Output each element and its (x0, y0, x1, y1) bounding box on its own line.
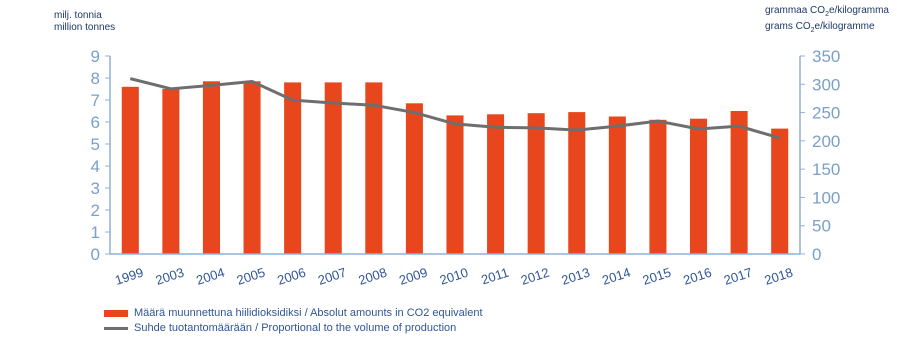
left-unit-fi: milj. tonnia (54, 10, 102, 21)
x-tick-label-2004: 2004 (194, 265, 226, 288)
x-tick-label-2003: 2003 (154, 265, 186, 288)
right-tick-label-150: 150 (812, 160, 840, 179)
bar-2015 (649, 119, 667, 254)
left-tick-label-5: 5 (91, 135, 100, 154)
left-tick-label-3: 3 (91, 179, 100, 198)
chart-axes (109, 56, 801, 255)
left-tick-label-1: 1 (91, 223, 100, 242)
legend-line-swatch (104, 327, 128, 330)
right-unit-fi-pre: grammaa CO (765, 5, 826, 16)
bar-2011 (487, 114, 505, 254)
left-tick-label-7: 7 (91, 91, 100, 110)
bar-2005 (243, 81, 261, 254)
right-unit-fi-sub: 2 (825, 11, 829, 18)
bar-2006 (284, 82, 302, 255)
legend-item-line: Suhde tuotantomäärään / Proportional to … (104, 321, 483, 336)
legend-item-bars: Määrä muunnettuna hiilidioksidiksi / Abs… (104, 306, 483, 321)
bar-2013 (568, 112, 586, 254)
x-axis-ticks: 1999 2003 2004 2005 2006 2007 2008 2009 2010 2011… (113, 265, 795, 288)
x-tick-label-1999: 1999 (113, 265, 145, 288)
x-tick-label-2008: 2008 (357, 265, 389, 288)
right-axis-unit: grammaa CO2e/kilogramma grams CO2e/kilog… (765, 5, 889, 37)
x-tick-label-2005: 2005 (235, 265, 267, 288)
right-axis-ticks: 0 50 100 150 200 250 300 350 (800, 47, 840, 264)
line-production-ratio (129, 77, 781, 140)
bar-2017 (730, 111, 748, 254)
right-tick-label-250: 250 (812, 104, 840, 123)
line-series (129, 77, 781, 140)
left-tick-label-9: 9 (91, 47, 100, 66)
right-tick-label-100: 100 (812, 188, 840, 207)
right-unit-en-post: e/kilogramme (814, 21, 875, 32)
bar-2012 (527, 113, 545, 254)
x-tick-label-2015: 2015 (641, 265, 673, 288)
x-tick-label-2016: 2016 (681, 265, 713, 288)
right-tick-label-350: 350 (812, 47, 840, 66)
x-tick-label-2009: 2009 (397, 265, 429, 288)
right-tick-label-200: 200 (812, 132, 840, 151)
right-tick-label-300: 300 (812, 75, 840, 94)
x-tick-label-2014: 2014 (600, 265, 632, 288)
left-axis-ticks: 0 1 2 3 4 5 6 7 8 9 (91, 47, 110, 264)
x-tick-label-2013: 2013 (560, 265, 592, 288)
right-tick-label-50: 50 (812, 217, 831, 236)
right-unit-en: grams CO2e/kilogramme (765, 21, 889, 37)
x-tick-label-2011: 2011 (479, 265, 510, 288)
legend: Määrä muunnettuna hiilidioksidiksi / Abs… (104, 306, 483, 336)
legend-bars-label: Määrä muunnettuna hiilidioksidiksi / Abs… (134, 307, 483, 319)
bar-2004 (202, 81, 220, 254)
left-tick-label-2: 2 (91, 201, 100, 220)
bar-2010 (446, 115, 464, 255)
bar-2014 (608, 116, 626, 254)
x-tick-label-2007: 2007 (316, 265, 348, 288)
left-tick-label-8: 8 (91, 69, 100, 88)
right-unit-en-pre: grams CO (765, 21, 811, 32)
legend-bar-swatch (104, 310, 128, 317)
bar-series (121, 81, 789, 255)
x-tick-label-2010: 2010 (438, 265, 470, 288)
left-unit-en: million tonnes (54, 22, 116, 33)
x-tick-label-2017: 2017 (722, 265, 754, 288)
right-unit-fi: grammaa CO2e/kilogramma (765, 5, 889, 21)
right-unit-en-sub: 2 (810, 27, 815, 34)
bar-2003 (162, 89, 180, 254)
bar-2007 (324, 82, 342, 255)
x-tick-label-2018: 2018 (762, 265, 794, 288)
left-tick-label-0: 0 (91, 245, 100, 264)
left-axis-unit: milj. tonnia million tonnes (54, 10, 115, 34)
bar-2008 (365, 82, 383, 255)
left-tick-label-6: 6 (91, 113, 100, 132)
left-tick-label-4: 4 (91, 157, 100, 176)
right-unit-fi-post: e/kilogramma (828, 5, 889, 16)
bar-1999 (121, 86, 139, 254)
right-tick-label-0: 0 (812, 245, 821, 264)
bar-2018 (771, 128, 789, 254)
bar-2016 (690, 118, 708, 254)
legend-line-label: Suhde tuotantomäärään / Proportional to … (134, 322, 457, 334)
x-tick-label-2012: 2012 (519, 265, 551, 288)
x-tick-label-2006: 2006 (275, 265, 307, 288)
bar-2009 (405, 103, 423, 254)
